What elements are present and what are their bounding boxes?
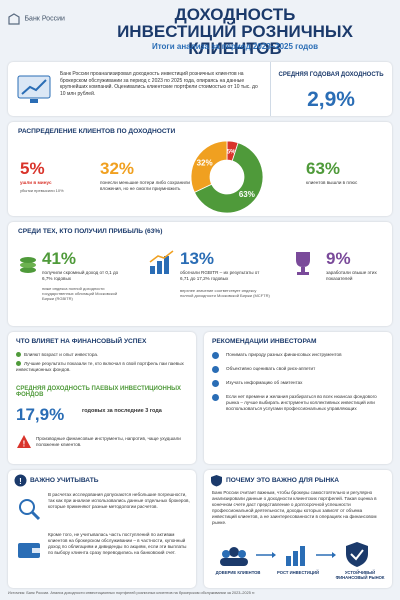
- success-points: Влияют возраст и опыт инвестора. Лучшие …: [16, 352, 188, 373]
- donut-label: 32%: [197, 158, 213, 167]
- recommendation-text: Если нет времени и желания разбираться в…: [226, 394, 377, 411]
- title: ДОХОДНОСТЬ ИНВЕСТИЦИЙ РОЗНИЧНЫХ КЛИЕНТОВ: [117, 5, 353, 58]
- chain-icons: [220, 542, 368, 567]
- market-text: Банк России считает важным, чтобы брокер…: [212, 490, 377, 525]
- recommendation: Если нет времени и желания разбираться в…: [212, 394, 386, 412]
- profit-value: 13%: [180, 249, 215, 268]
- profit-note: верхнее значение соответствует индексу п…: [180, 288, 270, 299]
- donut-chart: 5% 63% 32%: [190, 140, 264, 214]
- share-value: 5%: [20, 159, 45, 178]
- bullet: [212, 394, 219, 401]
- logo-icon: [8, 13, 20, 25]
- svg-text:!: !: [19, 477, 22, 486]
- recommendation-text: Объективно оценивать свой риск-аппетит: [226, 366, 316, 371]
- profit-card: СРЕДИ ТЕХ, КТО ПОЛУЧИЛ ПРИБЫЛЬ (63%) 41%…: [8, 222, 392, 326]
- trophy-icon: [296, 252, 310, 275]
- recommendation-list: Понимать природу разных финансовых инстр…: [212, 352, 386, 412]
- info-icon: !: [14, 474, 27, 487]
- recommendation-text: Понимать природу разных финансовых инстр…: [226, 352, 342, 357]
- recommendation: Изучать информацию об эмитентах: [212, 380, 386, 387]
- intro-card: Банк России проанализировал доходность и…: [8, 62, 392, 116]
- warning-text: Производные финансовые инструменты, напр…: [36, 436, 181, 447]
- coins-icon: [20, 257, 36, 273]
- donut-label: 5%: [227, 149, 236, 155]
- bullet: [212, 380, 219, 387]
- success-card: ЧТО ВЛИЯЕТ НА ФИНАНСОВЫЙ УСПЕХ Влияют во…: [8, 332, 196, 464]
- success-point: Лучшие результаты показали те, кто включ…: [16, 361, 188, 373]
- divider: [270, 62, 271, 116]
- market-card: ПОЧЕМУ ЭТО ВАЖНО ДЛЯ РЫНКА Банк России с…: [204, 470, 392, 588]
- wallet-icon: [18, 543, 40, 558]
- bullet: [212, 352, 219, 359]
- logo: Банк России: [8, 10, 68, 28]
- fund-value: 17,9%: [16, 405, 65, 424]
- notes-card: ВАЖНО УЧИТЫВАТЬ ! В расчетах исследовани…: [8, 470, 196, 588]
- donut-segment: [190, 140, 228, 193]
- kpi-value: 2,9%: [307, 88, 355, 111]
- share-text: понесли меньшие потери либо сохранили вл…: [100, 180, 190, 191]
- kpi-label: СРЕДНЯЯ ГОДОВАЯ ДОХОДНОСТЬ: [278, 72, 384, 78]
- intro-icon: [17, 75, 51, 103]
- donut-label: 63%: [239, 190, 255, 199]
- footer: Источник: Банк России. Анализ доходности…: [8, 591, 256, 595]
- bullet: [16, 352, 21, 358]
- profit-text: обогнали RGBITR – их результаты от 6,71 …: [180, 270, 260, 281]
- share-value: 63%: [306, 159, 341, 178]
- section-heading: ПОЧЕМУ ЭТО ВАЖНО ДЛЯ РЫНКА: [226, 477, 340, 484]
- svg-text:!: !: [23, 440, 26, 449]
- subtitle: Итоги анализа за период 2023–2025 годов: [151, 42, 319, 51]
- growth-icon: [149, 250, 174, 274]
- donut-segment: [193, 142, 264, 214]
- warning-icon: !: [17, 435, 31, 449]
- section-heading: ВАЖНО УЧИТЫВАТЬ: [30, 477, 99, 484]
- section-heading: РЕКОМЕНДАЦИИ ИНВЕСТОРАМ: [212, 338, 317, 345]
- chain-label: УСТОЙЧИВЫЙ ФИНАНСОВЫЙ РЫНОК: [335, 570, 385, 580]
- recommendation: Понимать природу разных финансовых инстр…: [212, 352, 386, 359]
- success-point: Влияют возраст и опыт инвестора.: [16, 352, 188, 358]
- section-heading: ЧТО ВЛИЯЕТ НА ФИНАНСОВЫЙ УСПЕХ: [16, 338, 147, 345]
- bullet: [212, 366, 219, 373]
- share-text: клиентов вышли в плюс: [306, 180, 358, 185]
- note-text: Кроме того, не учитывалась часть поступл…: [48, 532, 187, 555]
- point-text: Лучшие результаты показали те, кто включ…: [16, 360, 184, 372]
- intro-text: Банк России проанализировал доходность и…: [60, 71, 258, 97]
- share-text: ушли в минус: [20, 180, 52, 185]
- share-value: 32%: [100, 159, 135, 178]
- profit-text: заработали свыше этих показателей: [326, 270, 377, 281]
- shield-icon: [211, 475, 222, 487]
- fund-label: СРЕДНЯЯ ДОХОДНОСТЬ ПАЕВЫХ ИНВЕСТИЦИОННЫХ…: [16, 386, 182, 398]
- profit-text: получили скромный доход от 0,1 до 6,7% г…: [42, 270, 119, 281]
- logo-text: Банк России: [24, 15, 65, 23]
- profit-value: 9%: [326, 249, 351, 268]
- profit-note: ниже индекса полной доходности государст…: [42, 286, 118, 302]
- recommendation-text: Изучать информацию об эмитентах: [226, 380, 303, 385]
- section-heading: РАСПРЕДЕЛЕНИЕ КЛИЕНТОВ ПО ДОХОДНОСТИ: [18, 128, 176, 135]
- chain-label: РОСТ ИНВЕСТИЦИЙ: [276, 570, 320, 575]
- recommendation: Объективно оценивать свой риск-аппетит: [212, 366, 386, 373]
- recommendations-card: РЕКОМЕНДАЦИИ ИНВЕСТОРАМ Понимать природу…: [204, 332, 392, 464]
- section-heading: СРЕДИ ТЕХ, КТО ПОЛУЧИЛ ПРИБЫЛЬ (63%): [18, 228, 163, 235]
- point-text: Влияют возраст и опыт инвестора.: [24, 352, 99, 357]
- chain-label: ДОВЕРИЕ КЛИЕНТОВ: [215, 570, 261, 575]
- magnifier-icon: [19, 499, 41, 521]
- note-text: В расчетах исследования допускаются небо…: [48, 492, 190, 509]
- bullet: [16, 361, 21, 367]
- profit-value: 41%: [42, 249, 77, 268]
- distribution-card: РАСПРЕДЕЛЕНИЕ КЛИЕНТОВ ПО ДОХОДНОСТИ 5% …: [8, 122, 392, 216]
- share-note: убытки превысили 10%: [20, 188, 64, 193]
- fund-note: годовых за последние 3 года: [82, 408, 162, 414]
